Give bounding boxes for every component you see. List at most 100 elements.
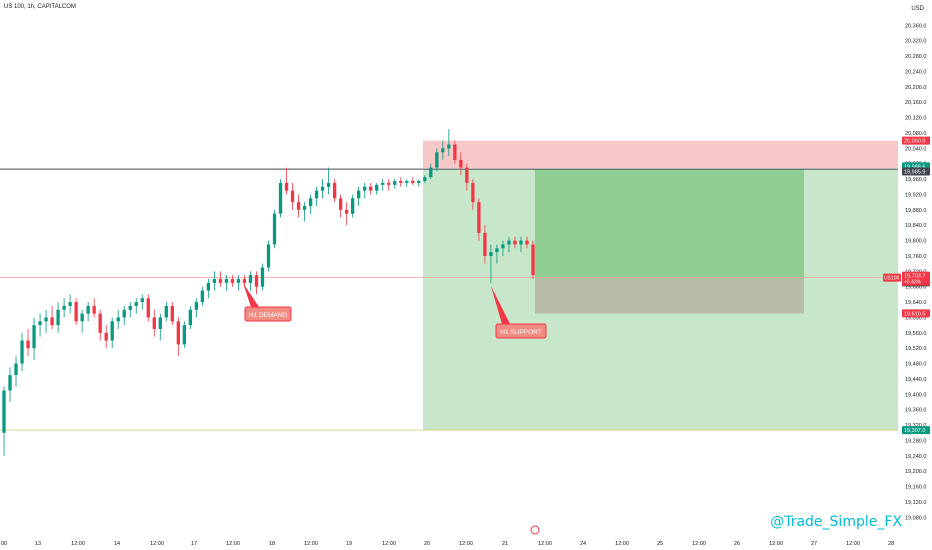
current-tag-bg bbox=[902, 271, 930, 286]
candle-body bbox=[56, 309, 60, 326]
y-tick-label: 19,600.0 bbox=[905, 315, 926, 321]
zone-top-tag-bg bbox=[902, 136, 930, 145]
x-tick-label: 18 bbox=[269, 541, 275, 547]
y-tick-label: 19,520.0 bbox=[905, 346, 926, 352]
candle-body bbox=[429, 167, 433, 178]
y-tick-label: 19,160.0 bbox=[905, 485, 926, 491]
x-tick-label: 12:00 bbox=[846, 541, 860, 547]
candle-body bbox=[188, 309, 193, 326]
y-tick-label: 20,200.0 bbox=[905, 85, 926, 91]
candle-body bbox=[38, 321, 42, 326]
candle-body bbox=[441, 148, 445, 153]
level-lines bbox=[0, 168, 898, 431]
y-tick-label: 19,400.0 bbox=[905, 392, 926, 398]
candle-body bbox=[218, 279, 223, 283]
candle-body bbox=[308, 198, 313, 207]
candle-body bbox=[296, 202, 301, 210]
y-tick-label: 20,080.0 bbox=[905, 131, 926, 137]
x-tick-label: 14 bbox=[114, 541, 120, 547]
candle-body bbox=[381, 182, 385, 185]
candle-body bbox=[140, 298, 144, 303]
y-tick-label: 19,560.0 bbox=[905, 331, 926, 337]
candle-body bbox=[122, 309, 126, 318]
y-tick-label: 19,200.0 bbox=[905, 469, 926, 475]
candle-body bbox=[423, 177, 427, 182]
x-tick-label: 26 bbox=[734, 541, 740, 547]
candle-body bbox=[74, 302, 78, 322]
current-price-tag: 19,703.7 bbox=[904, 274, 925, 280]
candle-body bbox=[230, 279, 235, 283]
y-tick-label: 19,880.0 bbox=[905, 208, 926, 214]
candle-body bbox=[170, 305, 174, 322]
candle-body bbox=[224, 279, 229, 283]
x-tick-label: 13 bbox=[35, 541, 41, 547]
candle-body bbox=[68, 302, 72, 306]
candle-body bbox=[519, 240, 523, 245]
h1-support-label-box bbox=[495, 323, 547, 339]
candle-body bbox=[236, 279, 241, 283]
supply-zone bbox=[423, 140, 898, 169]
candle-body bbox=[344, 209, 349, 214]
candle-body bbox=[200, 290, 205, 303]
x-tick-label: 12:00 bbox=[615, 541, 629, 547]
x-tick-label: 12:00 bbox=[459, 541, 473, 547]
y-tick-label: 19,240.0 bbox=[905, 454, 926, 460]
stop-tag-bg bbox=[902, 309, 930, 318]
candle-body bbox=[176, 321, 180, 345]
candle-body bbox=[326, 182, 331, 187]
h1-support-label: H1 SUPPORT bbox=[500, 329, 541, 336]
y-tick-label: 20,160.0 bbox=[905, 100, 926, 106]
candle-body bbox=[435, 152, 439, 168]
x-tick-label: 17 bbox=[191, 541, 197, 547]
candle-body bbox=[417, 181, 421, 183]
candlestick-series bbox=[2, 129, 535, 456]
candle-body bbox=[302, 206, 307, 210]
x-tick-label: 12:00 bbox=[304, 541, 318, 547]
zone-top-tag: 20,060.0 bbox=[904, 139, 925, 145]
target-tag-bg bbox=[902, 426, 930, 435]
candle-body bbox=[98, 313, 102, 333]
candle-body bbox=[351, 198, 355, 214]
candle-body bbox=[26, 340, 30, 349]
resistance-tag: 19,985.9 bbox=[904, 169, 925, 175]
candle-body bbox=[387, 182, 391, 185]
y-tick-label: 20,240.0 bbox=[905, 69, 926, 75]
x-tick-label: 19 bbox=[346, 541, 352, 547]
x-tick-label: 27 bbox=[811, 541, 817, 547]
y-tick-label: 20,360.0 bbox=[905, 23, 926, 29]
x-tick-label: 21 bbox=[502, 541, 508, 547]
x-tick-label: 12:00 bbox=[692, 541, 706, 547]
y-tick-label: 20,320.0 bbox=[905, 39, 926, 45]
candle-body bbox=[465, 167, 469, 183]
candle-body bbox=[459, 159, 463, 168]
y-tick-label: 19,960.0 bbox=[905, 177, 926, 183]
candle-body bbox=[495, 248, 499, 253]
candle-body bbox=[477, 202, 481, 233]
candle-body bbox=[14, 363, 18, 376]
y-tick-label: 19,760.0 bbox=[905, 254, 926, 260]
candle-body bbox=[44, 317, 48, 322]
candle-body bbox=[405, 181, 409, 183]
h1-demand-label-pointer bbox=[243, 283, 259, 307]
y-tick-label: 19,640.0 bbox=[905, 300, 926, 306]
candle-body bbox=[212, 279, 217, 283]
candle-body bbox=[332, 182, 337, 199]
candle-body bbox=[86, 305, 90, 314]
candle-body bbox=[272, 213, 277, 245]
x-tick-label: 00 bbox=[1, 541, 7, 547]
candle-body bbox=[260, 267, 265, 287]
x-tick-label: 12:00 bbox=[150, 541, 164, 547]
y-tick-label: 19,120.0 bbox=[905, 500, 926, 506]
candle-body bbox=[182, 325, 186, 345]
candle-body bbox=[254, 275, 259, 287]
candle-body bbox=[116, 317, 120, 322]
y-tick-label: 19,840.0 bbox=[905, 223, 926, 229]
candle-body bbox=[32, 325, 36, 349]
x-tick-label: 24 bbox=[580, 541, 586, 547]
candle-body bbox=[290, 190, 295, 203]
candle-body bbox=[266, 244, 271, 268]
candle-body bbox=[206, 282, 211, 291]
y-tick-label: 19,080.0 bbox=[905, 515, 926, 521]
candle-body bbox=[471, 182, 475, 203]
